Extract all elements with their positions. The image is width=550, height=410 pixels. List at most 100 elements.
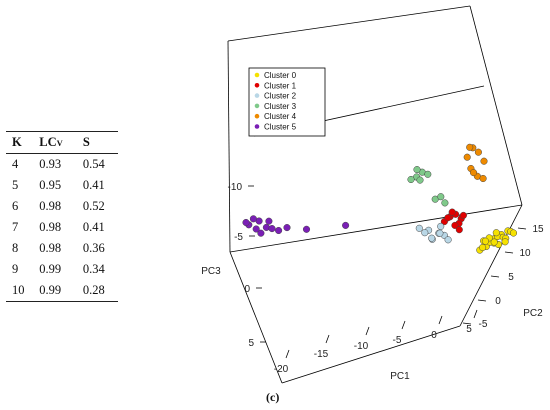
cell-s: 0.36 xyxy=(82,241,105,255)
data-point xyxy=(509,229,518,237)
series-cluster-5 xyxy=(242,215,350,237)
data-point xyxy=(242,218,250,227)
data-point xyxy=(474,148,482,156)
pc1-tick-mark xyxy=(365,326,370,336)
box-right-top-edge xyxy=(469,5,523,206)
data-point xyxy=(455,226,463,234)
legend-marker xyxy=(254,83,260,88)
pc1-tick-label: 5 xyxy=(466,324,472,335)
axis-ticks: -20 -15 -10 -5 0 5 PC1 -5 0 5 10 15 PC2 -10 -5 0 5 PC3 xyxy=(201,182,544,382)
pc3-tick-label: -5 xyxy=(234,232,243,243)
data-point xyxy=(275,226,283,235)
table-row: 8 0.98 0.36 xyxy=(6,238,118,259)
data-point xyxy=(249,215,257,223)
pc1-tick-label: -10 xyxy=(354,341,369,352)
header-lcv-main: LC xyxy=(39,135,57,149)
pc2-tick-label: 10 xyxy=(519,248,531,259)
data-point xyxy=(479,174,487,183)
cell-lcv: 0.99 xyxy=(39,262,62,276)
data-point xyxy=(481,237,489,245)
pc3-tick-label: 0 xyxy=(244,284,250,295)
pc2-tick-mark xyxy=(477,299,487,302)
cell-k: 7 xyxy=(12,220,19,234)
table-row: 9 0.99 0.34 xyxy=(6,259,118,280)
series-cluster-1 xyxy=(440,208,467,234)
pc2-tick-label: 0 xyxy=(495,296,501,307)
series-cluster-4 xyxy=(463,143,488,183)
pc1-tick-label: -15 xyxy=(314,349,329,360)
pca-3d-scatter-plot: -20 -15 -10 -5 0 5 PC1 -5 0 5 10 15 PC2 -10 -5 0 5 PC3 Cl… xyxy=(201,5,544,384)
box-left-bottom-edge xyxy=(229,251,283,384)
data-point xyxy=(415,224,423,232)
data-point xyxy=(444,236,452,244)
box-bottom-edge xyxy=(281,325,461,384)
data-point xyxy=(342,221,350,229)
data-points xyxy=(242,143,518,254)
cell-lcv: 0.98 xyxy=(39,241,62,255)
pc2-tick-mark xyxy=(462,322,472,325)
pc3-tick-label: 5 xyxy=(248,338,254,349)
data-point xyxy=(459,211,467,219)
header-k: K xyxy=(12,135,22,149)
data-point xyxy=(466,143,474,151)
table-row: 10 0.99 0.28 xyxy=(6,280,118,302)
pc1-tick-mark xyxy=(325,334,330,344)
cell-lcv: 0.99 xyxy=(39,283,62,297)
cell-k: 4 xyxy=(12,157,19,171)
cell-s: 0.52 xyxy=(82,199,105,213)
cell-s: 0.34 xyxy=(82,262,105,276)
header-lcv: LCV xyxy=(33,132,77,154)
cluster-metrics-table-container: K LCV S 4 0.93 0.54 5 0.95 0.41 6 0.98 0.52 7 0… xyxy=(6,131,118,302)
data-point xyxy=(479,243,487,252)
pc1-axis-label: PC1 xyxy=(390,371,410,382)
pc2-tick-mark xyxy=(490,275,500,278)
table-row: 7 0.98 0.41 xyxy=(6,217,118,238)
box-left-edge xyxy=(227,40,231,253)
data-point xyxy=(268,225,276,233)
pc1-tick-mark xyxy=(473,309,478,319)
data-point xyxy=(252,225,260,233)
data-point xyxy=(283,224,291,232)
pc3-axis-label: PC3 xyxy=(201,266,221,277)
legend-marker xyxy=(254,93,260,98)
legend-label: Cluster 4 xyxy=(264,112,297,121)
data-point xyxy=(437,222,445,230)
data-point xyxy=(421,229,429,237)
cell-k: 9 xyxy=(12,262,19,276)
pc2-tick-mark xyxy=(517,227,527,230)
pc1-tick-mark xyxy=(438,315,443,325)
series-cluster-3 xyxy=(407,166,449,207)
pc1-tick-label: -20 xyxy=(274,364,289,375)
data-point xyxy=(451,221,459,229)
data-point xyxy=(437,193,445,201)
cell-k: 8 xyxy=(12,241,19,255)
data-point xyxy=(441,199,449,207)
cell-k: 10 xyxy=(12,283,25,297)
cell-lcv: 0.95 xyxy=(39,178,62,192)
header-lcv-subscript: V xyxy=(56,138,63,148)
cell-lcv: 0.98 xyxy=(39,220,62,234)
cell-s: 0.41 xyxy=(82,178,105,192)
legend-label: Cluster 5 xyxy=(264,123,297,132)
figure-caption: (c) xyxy=(266,390,280,404)
legend-marker xyxy=(254,103,260,109)
cell-s: 0.54 xyxy=(82,157,105,171)
data-point xyxy=(448,208,456,216)
data-point xyxy=(302,225,311,233)
data-point xyxy=(463,153,471,161)
data-point xyxy=(428,234,436,242)
header-s: S xyxy=(82,135,90,149)
cell-s: 0.28 xyxy=(82,283,105,297)
legend-label: Cluster 3 xyxy=(264,102,297,111)
data-point xyxy=(469,169,478,177)
pc1-tick-mark xyxy=(285,349,290,359)
data-point xyxy=(257,229,265,237)
cluster-metrics-table: K LCV S 4 0.93 0.54 5 0.95 0.41 6 0.98 0.52 7 0… xyxy=(6,131,118,302)
legend-label: Cluster 0 xyxy=(264,71,297,80)
data-point xyxy=(501,238,509,246)
cell-lcv: 0.98 xyxy=(39,199,62,213)
data-point xyxy=(444,214,452,222)
table-header-row: K LCV S xyxy=(6,131,118,154)
legend-marker xyxy=(254,72,260,78)
